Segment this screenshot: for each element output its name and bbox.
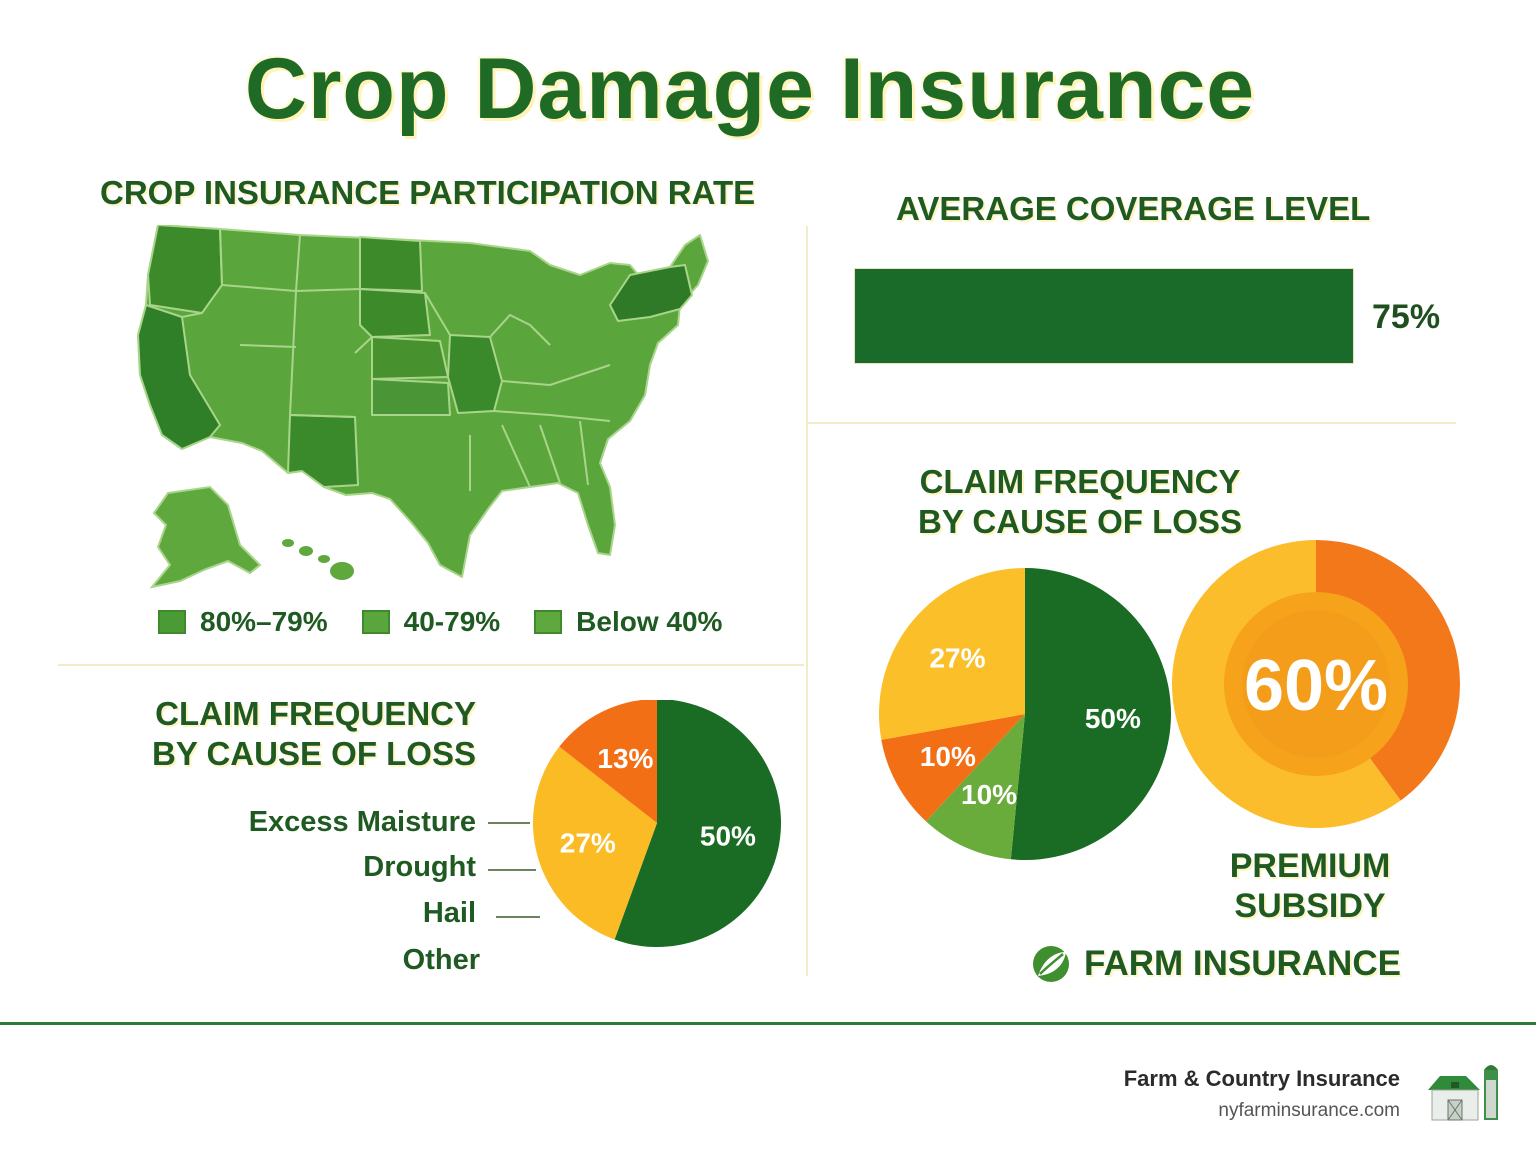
- pie-left-slice-1: [533, 746, 657, 940]
- pie-left-label-2: 13%: [597, 743, 653, 774]
- pie-right-slice-2: [881, 714, 1025, 822]
- leaf-icon: [1033, 946, 1069, 982]
- pie-right-label-2: 10%: [920, 741, 976, 772]
- coverage-bar-fill: [854, 268, 1354, 364]
- map-hawaii: [282, 539, 354, 580]
- divider-left: [58, 664, 804, 666]
- footer-divider: [0, 1022, 1536, 1025]
- us-map: [137, 225, 709, 589]
- legend-item-mid: 40-79%: [361, 606, 500, 638]
- pie-right-slice-1: [926, 714, 1025, 860]
- claims-pie-right: 50% 10% 10% 27%: [879, 568, 1172, 860]
- premium-subsidy-donut: 60%: [1172, 540, 1460, 828]
- barn-logo-icon: [1428, 1065, 1498, 1121]
- map-alaska: [149, 485, 262, 589]
- coverage-bar-track: [854, 268, 1354, 364]
- pie-right-label-1: 10%: [961, 779, 1017, 810]
- claims-pie-left: 50% 27% 13%: [533, 700, 781, 947]
- cause-label-drought: Drought: [363, 851, 476, 883]
- pie-right-slice-3: [879, 568, 1025, 740]
- legend-swatch-mid: [361, 610, 390, 634]
- claims-right-heading-line1: CLAIM FREQUENCY: [919, 463, 1241, 500]
- divider-vertical: [806, 226, 808, 976]
- donut-core: [1242, 610, 1390, 758]
- cause-label-other: Other: [402, 944, 480, 976]
- cause-label-hail: Hail: [422, 897, 476, 929]
- claims-right-heading: CLAIM FREQUENCY BY CAUSE OF LOSS: [880, 462, 1280, 542]
- divider-right: [808, 422, 1456, 424]
- pie-left-slice-2: [559, 700, 657, 823]
- cause-label-excess-moisture: Excess Maisture: [248, 806, 476, 838]
- farm-insurance-text: FARM INSURANCE: [1084, 944, 1401, 983]
- company-name: Farm & Country Insurance: [1123, 1066, 1400, 1091]
- farm-insurance-badge: FARM INSURANCE: [1030, 944, 1401, 984]
- pie-right-slice-0: [1010, 568, 1172, 860]
- premium-caption: PREMIUM SUBSIDY: [1200, 846, 1420, 926]
- coverage-heading: AVERAGE COVERAGE LEVEL: [896, 190, 1371, 227]
- pie-left-label-1: 27%: [560, 828, 616, 859]
- donut-center-label: 60%: [1244, 646, 1388, 726]
- claims-left-heading: CLAIM FREQUENCY BY CAUSE OF LOSS: [60, 694, 476, 774]
- claims-right-heading-line2: BY CAUSE OF LOSS: [918, 503, 1242, 540]
- pie-left-slice-0: [614, 700, 781, 947]
- pie-left-label-0: 50%: [700, 820, 756, 851]
- company-url[interactable]: nyfarminsurance.com: [1218, 1100, 1400, 1121]
- coverage-value: 75%: [1372, 298, 1441, 336]
- cause-leader-lines: [488, 822, 540, 918]
- legend-item-low: Below 40%: [534, 606, 722, 638]
- pie-right-label-0: 50%: [1085, 703, 1141, 734]
- premium-caption-line2: SUBSIDY: [1234, 887, 1386, 925]
- participation-legend: 80%–79% 40-79% Below 40%: [158, 606, 722, 638]
- claims-left-heading-line2: BY CAUSE OF LOSS: [152, 735, 476, 772]
- premium-caption-line1: PREMIUM: [1229, 847, 1391, 885]
- claims-left-heading-line1: CLAIM FREQUENCY: [155, 695, 476, 732]
- pie-right-label-3: 27%: [929, 642, 985, 673]
- legend-item-high: 80%–79%: [158, 606, 328, 638]
- legend-swatch-low: [534, 610, 563, 634]
- participation-heading: CROP INSURANCE PARTICIPATION RATE: [100, 174, 756, 211]
- legend-swatch-high: [158, 610, 186, 634]
- page-title: Crop Damage Insurance: [244, 41, 1256, 137]
